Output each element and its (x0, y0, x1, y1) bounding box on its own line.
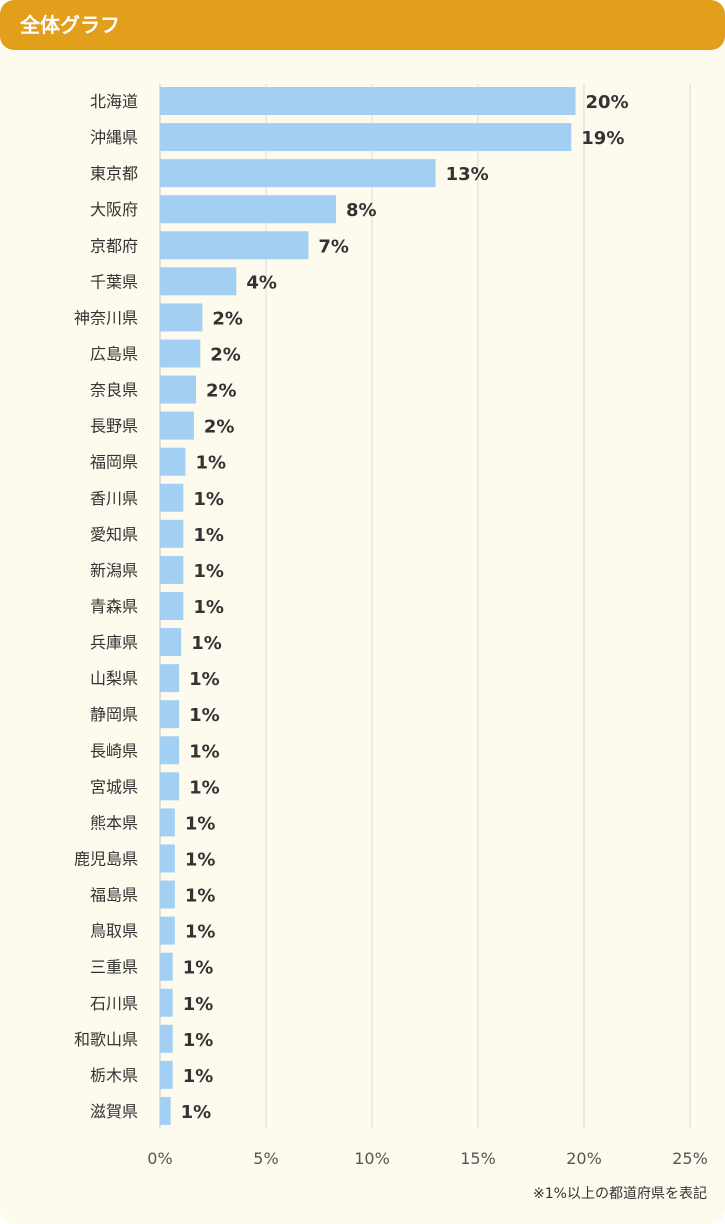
bar (160, 664, 180, 693)
value-label: 1% (183, 1030, 214, 1051)
value-label: 1% (193, 561, 224, 582)
bar (160, 123, 572, 152)
bar (160, 1024, 173, 1053)
category-label: 熊本県 (90, 813, 138, 832)
category-label: 栃木県 (90, 1066, 138, 1085)
x-tick-label: 20% (566, 1149, 602, 1168)
value-label: 1% (185, 849, 216, 870)
category-label: 神奈川県 (74, 308, 138, 327)
category-label: 北海道 (90, 92, 138, 111)
value-label: 1% (189, 705, 220, 726)
category-label: 新潟県 (90, 561, 138, 580)
x-tick-label: 25% (672, 1149, 708, 1168)
value-label: 1% (185, 886, 216, 907)
bar (160, 952, 173, 981)
value-label: 2% (206, 381, 237, 402)
bar (160, 1060, 173, 1089)
value-label: 1% (195, 453, 226, 474)
category-label: 石川県 (90, 994, 138, 1013)
category-label: 滋賀県 (90, 1102, 138, 1121)
category-label: 香川県 (90, 489, 138, 508)
category-label: 鹿児島県 (74, 849, 138, 868)
value-label: 19% (581, 128, 624, 149)
bar (160, 555, 184, 584)
bar (160, 375, 197, 404)
bar (160, 231, 309, 260)
bar (160, 339, 201, 368)
category-label: 長野県 (90, 417, 138, 436)
category-label: 青森県 (90, 597, 138, 616)
category-label: 大阪府 (90, 200, 138, 219)
category-label: 千葉県 (90, 272, 138, 291)
bar (160, 411, 194, 440)
bar (160, 808, 175, 837)
bar (160, 736, 180, 765)
bar (160, 303, 203, 332)
x-tick-label: 15% (460, 1149, 496, 1168)
value-label: 1% (193, 525, 224, 546)
value-label: 1% (183, 958, 214, 979)
category-label: 山梨県 (90, 669, 138, 688)
category-label: 福島県 (90, 886, 138, 905)
x-tick-label: 10% (354, 1149, 390, 1168)
value-label: 7% (318, 236, 349, 257)
bar (160, 916, 175, 945)
category-label: 静岡県 (90, 705, 138, 724)
value-label: 1% (185, 813, 216, 834)
bar (160, 591, 184, 620)
bar (160, 87, 576, 115)
category-label: 長崎県 (90, 741, 138, 760)
footnote: ※1%以上の都道府県を表記 (533, 1186, 707, 1202)
category-label: 宮城県 (90, 777, 138, 796)
bar (160, 1096, 171, 1125)
category-label: 奈良県 (90, 381, 138, 400)
category-label: 鳥取県 (90, 922, 138, 941)
value-label: 1% (189, 741, 220, 762)
x-tick-label: 0% (147, 1149, 172, 1168)
category-label: 東京都 (90, 164, 138, 183)
chart-header-title: 全体グラフ (20, 13, 120, 37)
value-label: 13% (446, 164, 489, 185)
bar (160, 447, 186, 476)
bar (160, 988, 173, 1017)
header-bar: 全体グラフ (0, 0, 725, 50)
category-label: 広島県 (90, 344, 138, 363)
value-label: 4% (246, 272, 277, 293)
value-label: 1% (181, 1102, 212, 1123)
category-label: 福岡県 (90, 453, 138, 472)
value-label: 20% (586, 92, 629, 113)
bar (160, 483, 184, 512)
category-label: 和歌山県 (74, 1030, 138, 1049)
category-label: 兵庫県 (90, 633, 138, 652)
category-label: 沖縄県 (90, 128, 138, 147)
bar (160, 880, 175, 909)
bar (160, 772, 180, 801)
value-label: 1% (189, 777, 220, 798)
x-tick-label: 5% (253, 1149, 278, 1168)
value-label: 2% (204, 417, 235, 438)
category-label: 京都府 (90, 236, 138, 255)
bar (160, 700, 180, 729)
value-label: 1% (189, 669, 220, 690)
value-label: 2% (210, 344, 241, 365)
value-label: 1% (183, 1066, 214, 1087)
bar (160, 628, 182, 657)
bar (160, 844, 175, 873)
bar (160, 195, 336, 224)
value-label: 1% (193, 597, 224, 618)
value-label: 1% (193, 489, 224, 510)
bar (160, 267, 237, 296)
value-label: 2% (212, 308, 243, 329)
value-label: 1% (191, 633, 222, 654)
bar (160, 519, 184, 548)
value-label: 1% (183, 994, 214, 1015)
category-label: 三重県 (90, 958, 138, 977)
value-label: 8% (346, 200, 377, 221)
bar (160, 159, 436, 188)
category-label: 愛知県 (90, 525, 138, 544)
value-label: 1% (185, 922, 216, 943)
